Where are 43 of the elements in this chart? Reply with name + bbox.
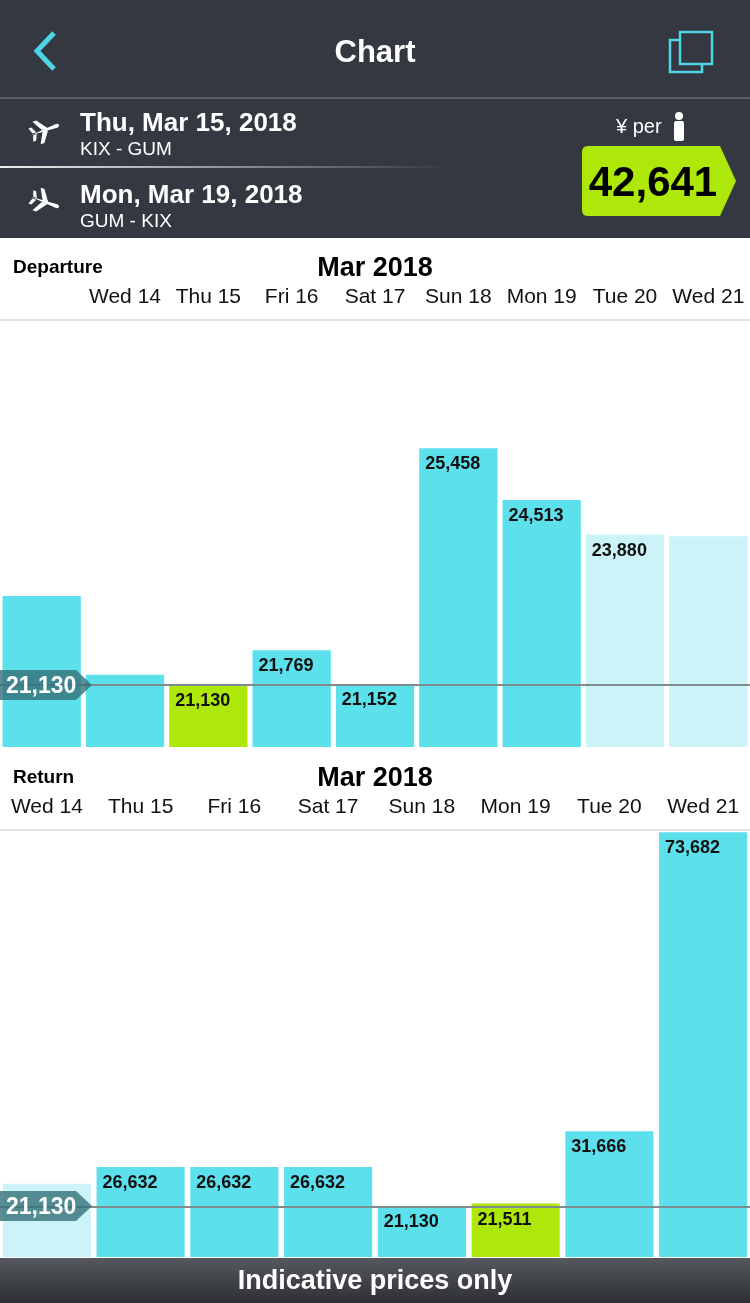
x-tick-label: Fri 16 xyxy=(264,284,319,307)
chart-title: Return xyxy=(13,766,75,787)
x-tick-label: Fri 16 xyxy=(207,794,262,817)
x-tick-label: Tue 20 xyxy=(592,284,658,307)
data-label: 26,632 xyxy=(102,1172,158,1193)
text: ¥ per xyxy=(616,115,662,138)
x-tick-label: Thu 15 xyxy=(107,794,174,817)
data-label: 21,130 xyxy=(383,1211,439,1232)
x-tick-label: Sun 18 xyxy=(425,284,492,307)
ref-line-label: 21,130 xyxy=(6,1193,77,1220)
x-tick-label: Wed 14 xyxy=(10,794,84,817)
x-tick-label: Wed 21 xyxy=(672,284,745,307)
text: Indicative prices only xyxy=(0,1258,750,1303)
x-tick-label: Sat 17 xyxy=(344,284,406,307)
x-tick-label: Mon 19 xyxy=(480,794,551,817)
text: Mon, Mar 19, 2018 xyxy=(80,179,303,210)
text: Chart xyxy=(333,34,417,70)
data-label: 26,632 xyxy=(290,1172,346,1193)
data-label: 23,880 xyxy=(591,539,647,560)
x-tick-label: Mon 19 xyxy=(506,284,577,307)
text: KIX - GUM xyxy=(80,138,172,160)
data-label: 73,682 xyxy=(665,837,721,858)
text: Thu, Mar 15, 2018 xyxy=(80,107,297,138)
data-label: 21,130 xyxy=(175,690,231,711)
text: 42,641 xyxy=(587,158,719,206)
data-label: 31,666 xyxy=(571,1136,627,1157)
data-label: 25,458 xyxy=(425,453,481,474)
x-tick-label: Wed 21 xyxy=(667,794,740,817)
data-label: 21,511 xyxy=(477,1208,532,1229)
data-label: 24,513 xyxy=(508,504,564,525)
chart-title: Departure xyxy=(13,256,103,277)
x-tick-label: Thu 15 xyxy=(175,284,242,307)
chart-subtitle: Mar 2018 xyxy=(317,761,433,792)
x-tick-label: Sun 18 xyxy=(388,794,456,817)
x-tick-label: Wed 14 xyxy=(89,284,162,307)
chart-subtitle: Mar 2018 xyxy=(317,251,433,282)
ref-line-label: 21,130 xyxy=(6,672,77,699)
text: GUM - KIX xyxy=(80,210,172,232)
data-label: 26,632 xyxy=(196,1172,252,1193)
data-label: 21,152 xyxy=(341,688,397,709)
data-label: 21,769 xyxy=(258,655,314,676)
x-tick-label: Sat 17 xyxy=(297,794,359,817)
x-tick-label: Tue 20 xyxy=(577,794,642,817)
